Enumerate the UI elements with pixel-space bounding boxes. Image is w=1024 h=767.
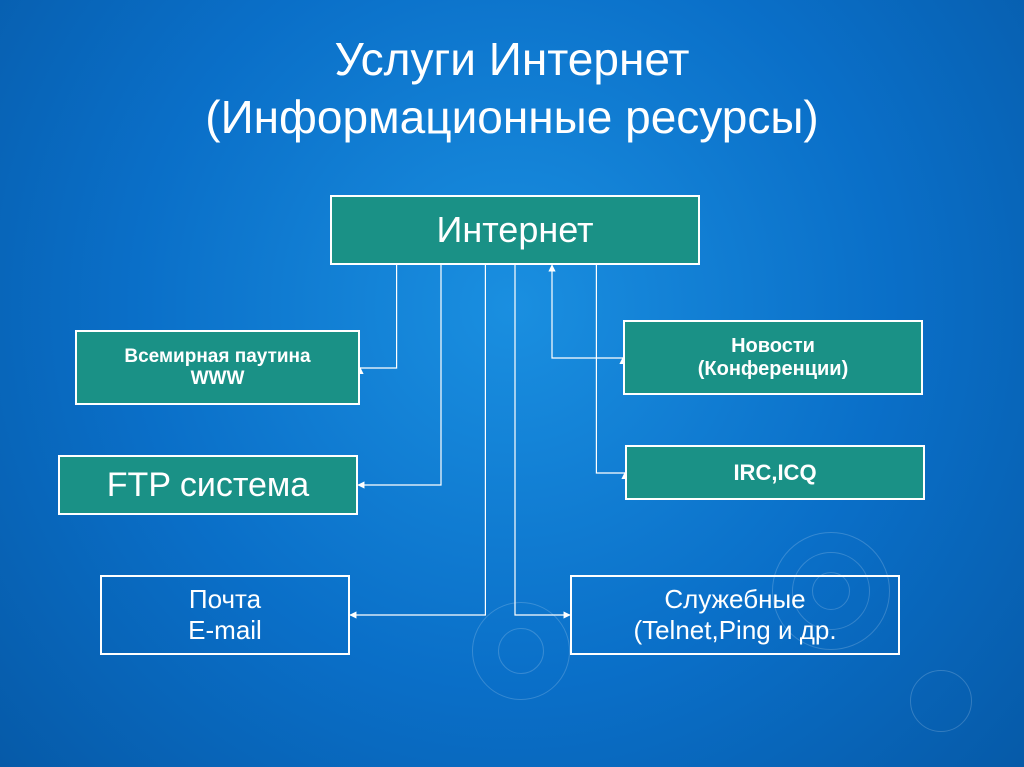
node-email-label: Почта E-mail (188, 584, 262, 646)
ripple-decoration (910, 670, 972, 732)
node-news: Новости (Конференции) (623, 320, 923, 395)
ripple-decoration (472, 602, 570, 700)
node-irc: IRC,ICQ (625, 445, 925, 500)
node-ftp-label: FTP система (107, 466, 309, 505)
node-www-label: Всемирная паутина WWW (124, 346, 310, 390)
node-ftp: FTP система (58, 455, 358, 515)
diagram-stage: Услуги Интернет (Информационные ресурсы)… (0, 0, 1024, 767)
edge-internet-ftp (358, 265, 441, 485)
edge-internet-irc (596, 265, 625, 473)
node-news-label: Новости (Конференции) (698, 335, 849, 381)
node-email: Почта E-mail (100, 575, 350, 655)
diagram-title: Услуги Интернет (Информационные ресурсы) (0, 30, 1024, 146)
edge-internet-news (552, 265, 623, 358)
edge-internet-service (515, 265, 570, 615)
title-line-2: (Информационные ресурсы) (205, 91, 818, 143)
ripple-decoration (772, 532, 890, 650)
node-internet: Интернет (330, 195, 700, 265)
node-internet-label: Интернет (436, 209, 593, 251)
edge-internet-email (350, 265, 485, 615)
node-www: Всемирная паутина WWW (75, 330, 360, 405)
title-line-1: Услуги Интернет (335, 33, 690, 85)
node-irc-label: IRC,ICQ (733, 460, 816, 486)
edge-internet-www (360, 265, 397, 368)
